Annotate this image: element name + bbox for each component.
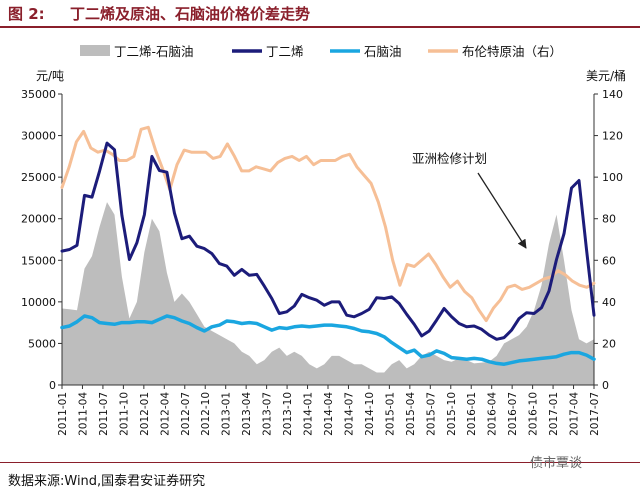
source-divider [0, 462, 640, 463]
x-tick-label: 2011-10 [118, 392, 130, 436]
figure-header: 图 2: 丁二烯及原油、石脑油价格价差走势 [0, 0, 640, 28]
y-left-tick-label: 0 [49, 379, 56, 392]
x-tick-label: 2015-07 [425, 392, 437, 436]
line-series [60, 125, 596, 366]
y-right-axis-label: 美元/桶 [586, 68, 626, 83]
x-tick-label: 2016-10 [528, 392, 540, 436]
spread-area [62, 202, 594, 385]
x-tick-label: 2013-04 [241, 392, 253, 436]
y-right-tick-label: 80 [602, 213, 616, 226]
annotation-text: 亚洲检修计划 [412, 151, 487, 166]
chart-axes: 0 5000 10000 15000 20000 25000 30000 35000 0 20 40… [21, 88, 623, 436]
y-right-tick-label: 140 [602, 88, 623, 101]
x-tick-label: 2013-01 [221, 392, 233, 436]
x-tick-label: 2012-04 [159, 392, 171, 436]
legend-label: 丁二烯-石脑油 [114, 44, 194, 59]
y-left-tick-label: 5000 [28, 337, 56, 350]
x-tick-label: 2012-07 [180, 392, 192, 436]
x-tick-label: 2011-01 [57, 392, 69, 436]
x-tick-label: 2016-04 [487, 392, 499, 436]
naphtha-line [60, 314, 596, 366]
y-left-tick-label: 35000 [21, 88, 56, 101]
legend-label: 石脑油 [364, 44, 402, 59]
spread-area-series [62, 202, 594, 385]
y-left-axis-label: 元/吨 [36, 69, 64, 83]
chart: 丁二烯-石脑油 丁二烯 石脑油 布伦特原油（右） 元/吨 美元/桶 050001000… [21, 44, 626, 436]
y-right-tick-label: 0 [602, 379, 609, 392]
x-tick-label: 2014-07 [343, 392, 355, 436]
y-right-tick-label: 60 [602, 254, 616, 267]
butadiene-line [60, 141, 596, 341]
x-tick-label: 2013-07 [262, 392, 274, 436]
y-right-tick-label: 120 [602, 130, 623, 143]
x-tick-label: 2012-01 [139, 392, 151, 436]
y-left-tick-label: 15000 [21, 254, 56, 267]
figure-title: 丁二烯及原油、石脑油价格价差走势 [70, 5, 311, 23]
x-tick-label: 2015-01 [384, 392, 396, 436]
y-left-tick-label: 20000 [21, 213, 56, 226]
y-left-tick-label: 25000 [21, 171, 56, 184]
chart-annotation: 亚洲检修计划 [412, 151, 527, 249]
x-tick-label: 2015-10 [446, 392, 458, 436]
x-tick-label: 2012-10 [200, 392, 212, 436]
y-left-tick-label: 30000 [21, 130, 56, 143]
brent-line [60, 125, 596, 323]
x-tick-label: 2017-01 [548, 392, 560, 436]
y-right-tick-label: 40 [602, 296, 616, 309]
legend-swatch-spread [80, 45, 110, 56]
y-right-tick-label: 100 [602, 171, 623, 184]
x-tick-label: 2011-04 [77, 392, 89, 436]
figure-label: 图 2: [8, 5, 45, 23]
y-left-tick-label: 10000 [21, 296, 56, 309]
x-tick-label: 2014-04 [323, 392, 335, 436]
source-note: 数据来源:Wind,国泰君安证券研究 [8, 474, 206, 489]
x-tick-label: 2017-04 [569, 392, 581, 436]
x-tick-label: 2011-07 [98, 392, 110, 436]
y-right-tick-label: 20 [602, 337, 616, 350]
x-tick-label: 2015-04 [405, 392, 417, 436]
chart-legend: 丁二烯-石脑油 丁二烯 石脑油 布伦特原油（右） [80, 44, 562, 59]
x-tick-label: 2013-10 [282, 392, 294, 436]
x-tick-label: 2016-01 [466, 392, 478, 436]
legend-label: 布伦特原油（右） [462, 44, 562, 59]
x-tick-label: 2016-07 [507, 392, 519, 436]
x-tick-label: 2014-01 [303, 392, 315, 436]
annotation-arrow [477, 172, 527, 249]
legend-label: 丁二烯 [266, 44, 304, 59]
watermark: 债市覃谈 [530, 456, 583, 471]
x-tick-label: 2014-10 [364, 392, 376, 436]
x-tick-label: 2017-07 [589, 392, 601, 436]
